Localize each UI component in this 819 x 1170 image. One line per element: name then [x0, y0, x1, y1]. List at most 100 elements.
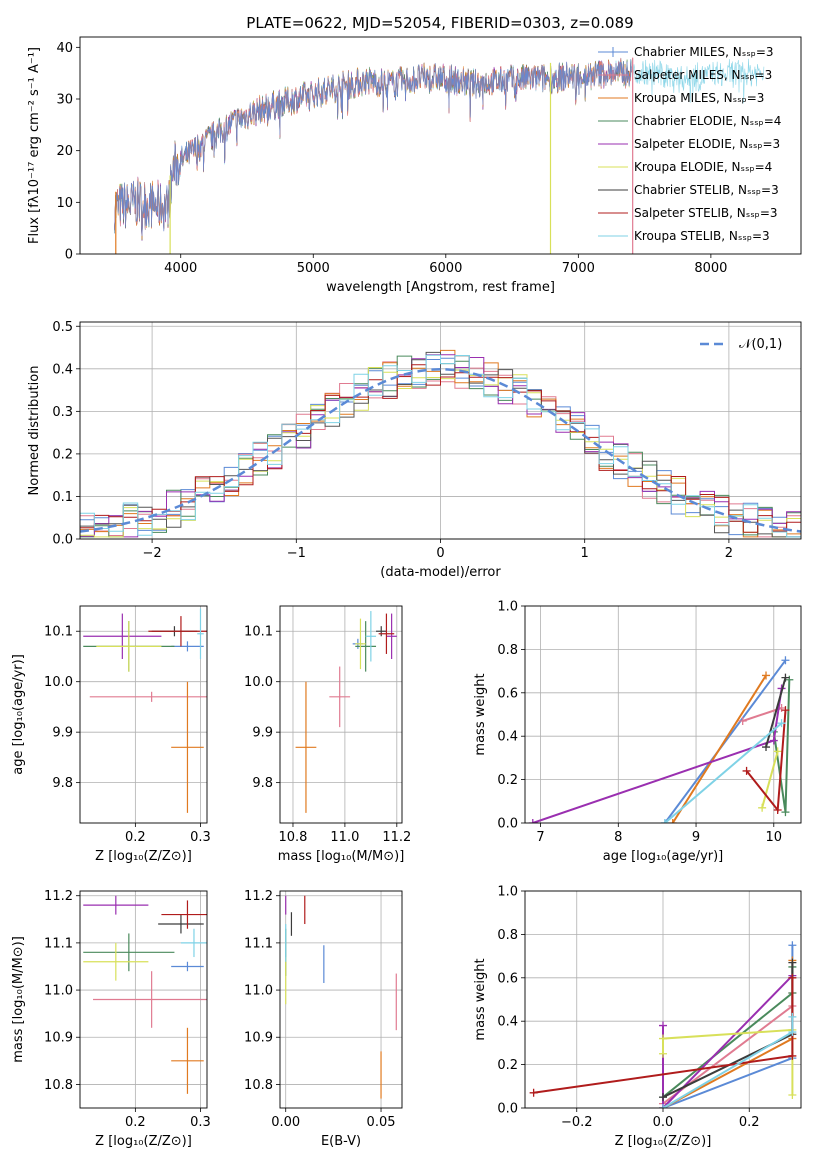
data-point-marker: [528, 819, 537, 823]
mass-weight-line: [765, 677, 787, 748]
data-point-marker: [660, 819, 669, 823]
x-tick-label: 10: [766, 830, 783, 845]
plot-area: [529, 941, 797, 1108]
legend-label: Kroupa ELODIE, Nₛₛₚ=4: [634, 160, 772, 174]
y-tick-label: 11.1: [244, 936, 273, 951]
data-point-marker: [773, 747, 782, 756]
data-point-marker: [659, 1049, 667, 1058]
y-tick-label: 0.4: [497, 1015, 518, 1030]
data-point-marker: [788, 973, 797, 982]
plot-area: [80, 349, 801, 539]
x-axis-label: mass [log₁₀(M/M⊙)]: [278, 849, 405, 864]
legend-label: Kroupa MILES, Nₛₛₚ=3: [634, 91, 764, 105]
chart-mass-weight-vs-Z: −0.2 0.0 0.2 0.0 0.2 0.4 0.6 0.8 1.0 Z [log₁₀(Z/Z…: [473, 885, 802, 1149]
y-tick-label: 10.1: [44, 625, 73, 640]
x-tick-label: 11.2: [382, 830, 411, 845]
plot-area: [83, 895, 207, 1094]
y-tick-label: 30: [56, 93, 73, 108]
legend-label: Salpeter ELODIE, Nₛₛₚ=3: [634, 137, 780, 151]
x-axis-label: Z [log₁₀(Z/Z⊙)]: [615, 1134, 712, 1149]
y-tick-label: 0.2: [497, 1058, 518, 1073]
y-tick-label: 0.3: [52, 405, 73, 420]
y-tick-label: 1.0: [497, 600, 518, 615]
y-axis-label: Normed distribution: [27, 366, 42, 496]
plot-area: [83, 608, 207, 813]
y-tick-label: 10: [56, 196, 73, 211]
axes: 0.2 0.3 9.8 9.9 10.0 10.1 Z [log₁₀(Z/Z⊙)] age […: [11, 605, 211, 864]
x-tick-label: 8000: [694, 261, 727, 276]
chart-mass-vs-Z: 0.2 0.3 10.8 10.9 11.0 11.1 11.2 Z [log₁₀(Z/Z⊙)…: [11, 889, 211, 1149]
data-point-marker: [777, 719, 786, 728]
data-point-marker: [788, 1012, 797, 1021]
data-point-marker: [781, 673, 790, 682]
y-tick-label: 0.4: [497, 730, 518, 745]
y-tick-label: 0.8: [497, 928, 518, 943]
axes-frame: [279, 605, 403, 824]
mass-weight-line: [761, 751, 779, 809]
x-axis-label: E(B-V): [321, 1134, 361, 1149]
y-tick-label: 0.0: [497, 1102, 518, 1117]
x-axis-label: Z [log₁₀(Z/Z⊙)]: [95, 1134, 192, 1149]
data-point-marker: [742, 766, 751, 775]
x-tick-label: 0.00: [271, 1115, 300, 1130]
x-axis-label: Z [log₁₀(Z/Z⊙)]: [95, 849, 192, 864]
axes: 0.2 0.3 10.8 10.9 11.0 11.1 11.2 Z [log₁₀(Z/Z⊙)…: [11, 889, 211, 1149]
histogram-kroupa-stelib: [80, 354, 801, 539]
x-axis-label: age [log₁₀(age/yr)]: [603, 849, 724, 864]
chart-age-vs-Z: 0.2 0.3 9.8 9.9 10.0 10.1 Z [log₁₀(Z/Z⊙)] age […: [11, 605, 211, 864]
y-tick-label: 11.0: [244, 984, 273, 999]
x-tick-label: 6000: [429, 261, 462, 276]
mass-weight-line: [742, 707, 782, 722]
y-tick-label: 11.2: [44, 889, 73, 904]
data-point-marker: [762, 743, 771, 752]
x-tick-label: 9: [692, 830, 700, 845]
x-tick-label: 10.8: [279, 830, 308, 845]
data-point-marker: [781, 706, 790, 715]
axes-frame: [279, 890, 403, 1109]
x-tick-label: 0: [436, 546, 444, 561]
y-tick-label: 0.4: [52, 362, 73, 377]
axes: −0.2 0.0 0.2 0.0 0.2 0.4 0.6 0.8 1.0 Z [log₁₀(Z/Z…: [473, 885, 802, 1149]
axes-frame: [524, 890, 802, 1109]
y-tick-label: 10.9: [44, 1031, 73, 1046]
x-tick-label: −1: [287, 546, 306, 561]
legend-label: Salpeter STELIB, Nₛₛₚ=3: [634, 206, 778, 220]
data-point-marker: [659, 1104, 667, 1108]
x-tick-label: 0.2: [739, 1115, 760, 1130]
data-point-marker: [758, 803, 767, 812]
x-tick-label: 7000: [562, 261, 595, 276]
data-point-marker: [788, 941, 797, 950]
legend-label: Chabrier ELODIE, Nₛₛₚ=4: [634, 114, 781, 128]
x-tick-label: 0.3: [190, 830, 211, 845]
legend-label: Kroupa STELIB, Nₛₛₚ=3: [634, 229, 770, 243]
y-tick-label: 10.9: [244, 1031, 273, 1046]
plot-area: [295, 611, 397, 813]
y-tick-label: 0.5: [52, 320, 73, 335]
plot-area: [285, 895, 397, 1099]
mass-weight-line: [662, 1028, 794, 1095]
y-tick-label: 20: [56, 144, 73, 159]
data-point-marker: [659, 1093, 667, 1102]
legend-label: Chabrier STELIB, Nₛₛₚ=3: [634, 183, 779, 197]
y-tick-label: 0.0: [52, 533, 73, 548]
legend-label: Chabrier MILES, Nₛₛₚ=3: [634, 45, 774, 59]
data-point-marker: [659, 1021, 667, 1030]
y-axis-label: Flux [fλ10⁻¹⁷ erg cm⁻² s⁻¹ A⁻¹]: [27, 47, 42, 244]
data-point-marker: [769, 736, 778, 745]
data-point-marker: [781, 656, 790, 665]
x-tick-label: 1: [581, 546, 589, 561]
y-tick-label: 1.0: [497, 885, 518, 900]
legend-label: Salpeter MILES, Nₛₛₚ=3: [634, 68, 772, 82]
x-tick-label: 0.05: [367, 1115, 396, 1130]
x-tick-label: 0.3: [190, 1115, 211, 1130]
data-point-marker: [738, 717, 747, 726]
mass-weight-line: [671, 674, 767, 823]
axes-frame: [524, 605, 802, 824]
axes-frame: [79, 605, 208, 824]
axes: 10.8 11.0 11.2 9.8 9.9 10.0 10.1 mass [log₁₀(M/…: [244, 605, 411, 864]
x-tick-label: 8: [614, 830, 622, 845]
x-axis-label: (data-model)/error: [380, 565, 501, 580]
data-point-marker: [781, 808, 790, 817]
chart-spectrum: 4000 5000 6000 7000 8000 0 10 20 30 40 wavelength …: [27, 36, 802, 295]
y-tick-label: 10.1: [244, 625, 273, 640]
